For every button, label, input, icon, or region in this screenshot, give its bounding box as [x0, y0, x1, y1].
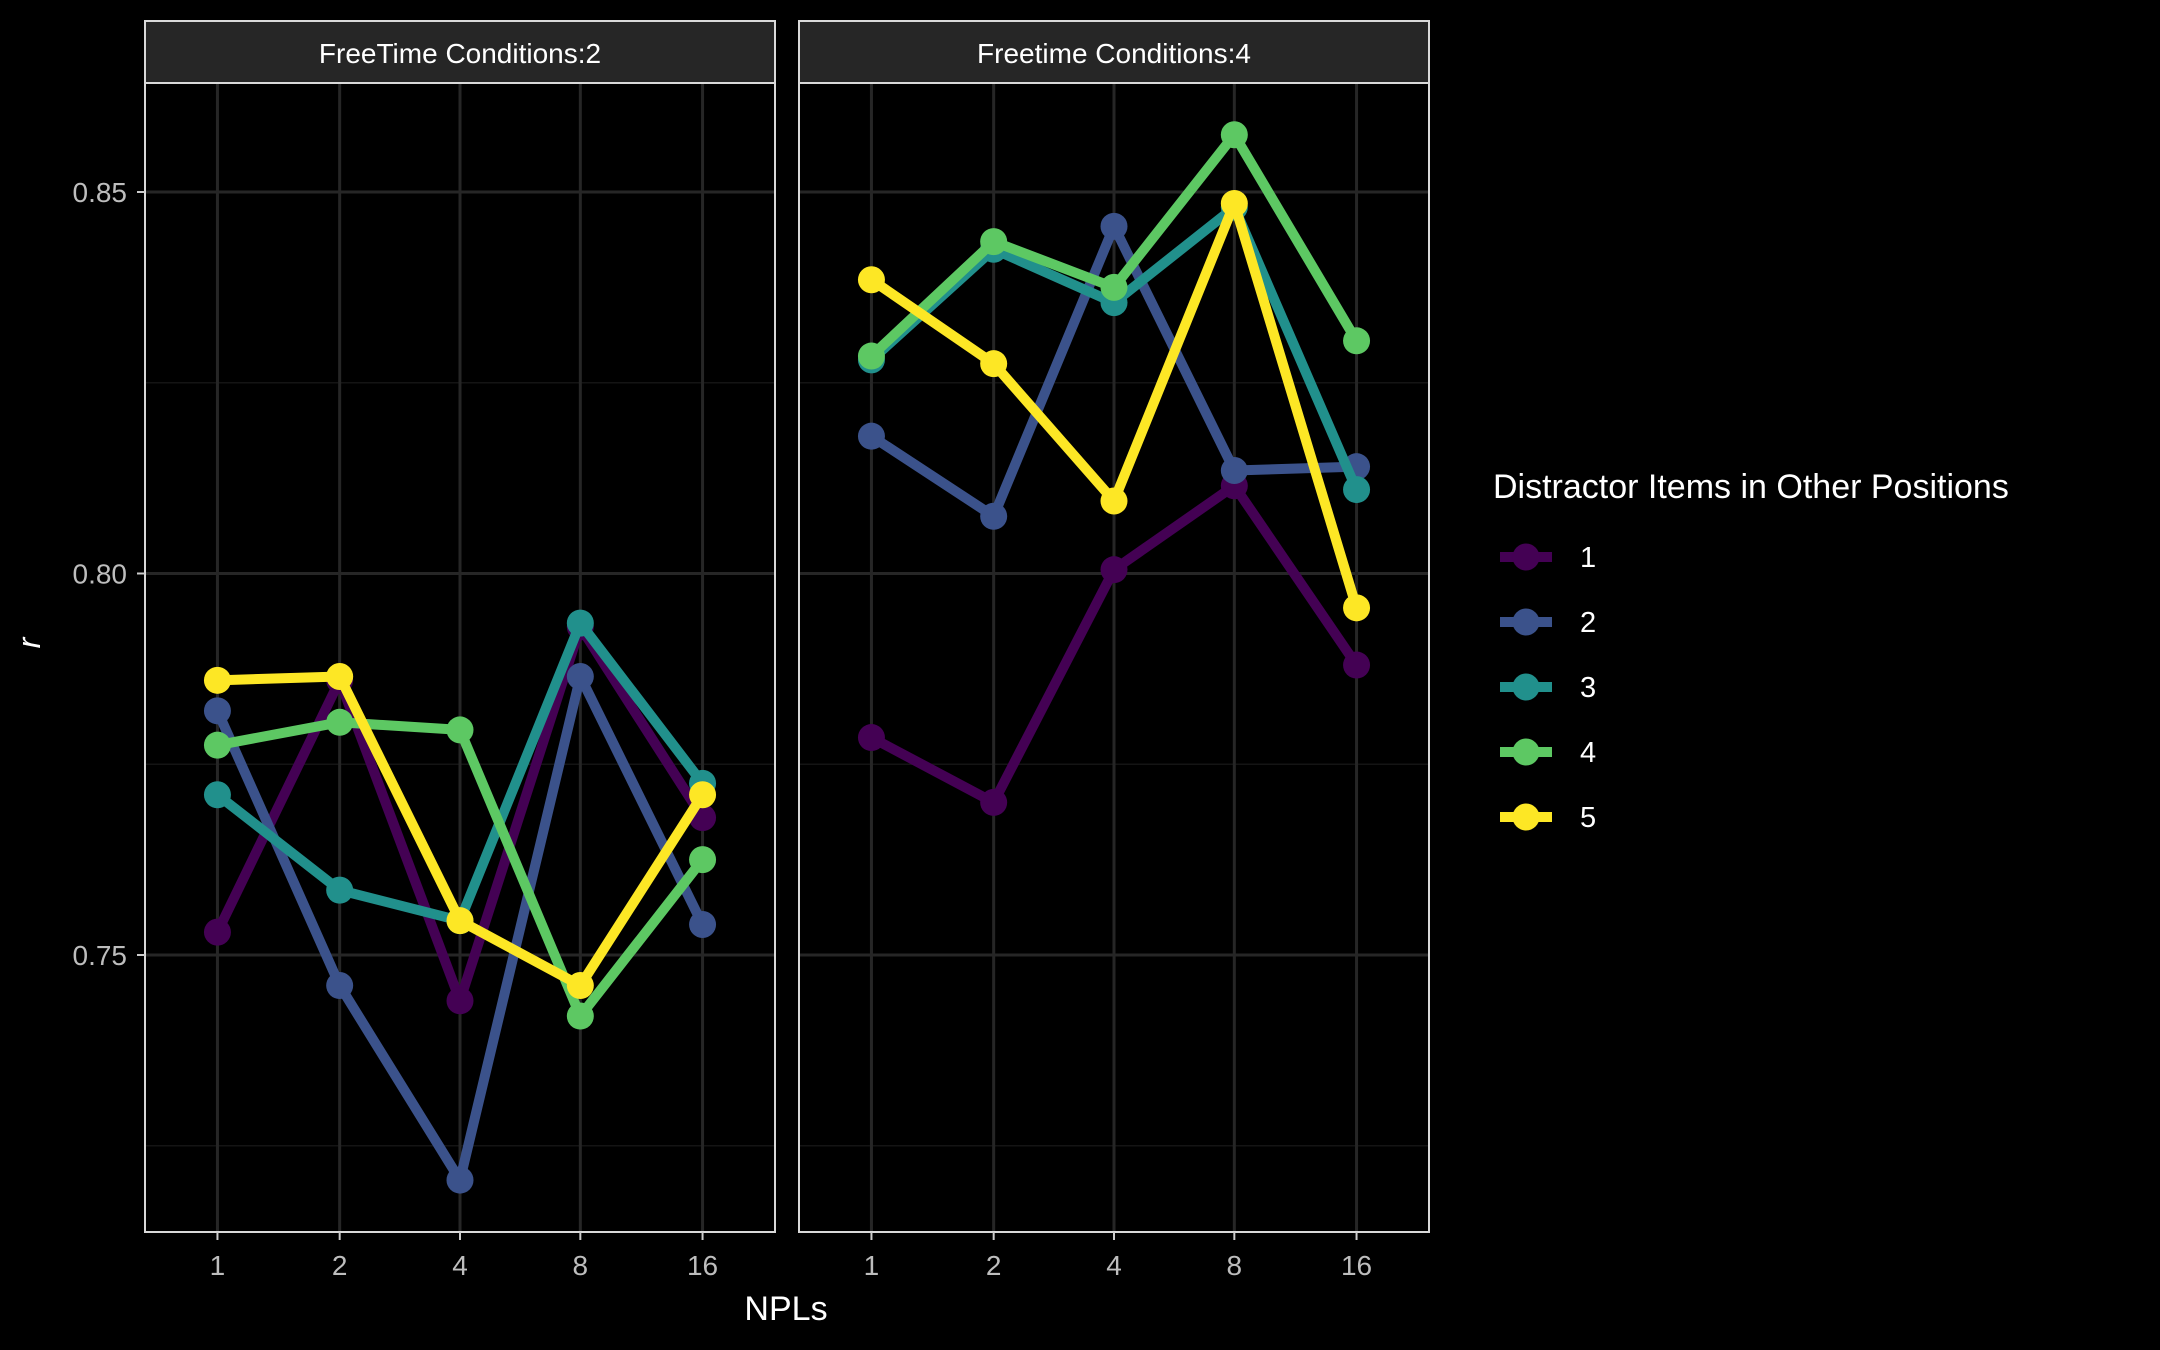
data-point [857, 266, 885, 294]
x-tick-label: 4 [1106, 1250, 1122, 1281]
data-point [566, 1002, 594, 1030]
data-point [1220, 189, 1248, 217]
data-point [203, 918, 231, 946]
data-point [446, 1166, 474, 1194]
facet-strip [144, 20, 776, 84]
data-point [1343, 476, 1371, 504]
data-point [857, 724, 885, 752]
legend-label: 4 [1580, 737, 1596, 769]
legend-label: 3 [1580, 672, 1596, 704]
data-point [326, 708, 354, 736]
data-point [326, 876, 354, 904]
x-axis-title: NPLs [744, 1290, 827, 1328]
data-point [689, 910, 717, 938]
data-point [1100, 212, 1128, 240]
data-point [566, 609, 594, 637]
data-point [1343, 594, 1371, 622]
y-axis-title: r [11, 636, 47, 648]
data-point [326, 663, 354, 691]
facet-panel: Freetime Conditions:4 1 2 4 8 16 [798, 20, 1430, 1281]
legend-key-point [1512, 543, 1540, 571]
legend-title: Distractor Items in Other Positions [1493, 468, 2009, 506]
data-point [980, 502, 1008, 530]
legend-key-point [1512, 738, 1540, 766]
legend-key-point [1512, 673, 1540, 701]
data-point [1343, 651, 1371, 679]
data-point [446, 907, 474, 935]
y-tick-label: 0.80 [73, 559, 128, 590]
data-point [446, 987, 474, 1015]
x-tick-label: 1 [864, 1250, 880, 1281]
data-point [980, 228, 1008, 256]
data-point [326, 972, 354, 1000]
x-tick-label: 8 [1227, 1250, 1243, 1281]
data-point [689, 846, 717, 874]
facet-strip [798, 20, 1430, 84]
data-point [203, 666, 231, 694]
data-point [446, 716, 474, 744]
facet-strip-label: Freetime Conditions:4 [977, 38, 1251, 69]
data-point [980, 350, 1008, 378]
x-tick-label: 16 [687, 1250, 718, 1281]
data-point [1100, 487, 1128, 515]
data-point [857, 422, 885, 450]
data-point [203, 731, 231, 759]
data-point [566, 972, 594, 1000]
x-tick-label: 2 [332, 1250, 348, 1281]
data-point [1220, 121, 1248, 149]
x-tick-label: 8 [573, 1250, 589, 1281]
x-tick-label: 1 [210, 1250, 226, 1281]
data-point [1100, 556, 1128, 584]
x-tick-label: 2 [986, 1250, 1002, 1281]
data-point [980, 788, 1008, 816]
data-point [689, 781, 717, 809]
y-axis: 0.75 0.80 0.85 [73, 177, 145, 971]
legend-label: 2 [1580, 607, 1596, 639]
legend-key-point [1512, 803, 1540, 831]
legend-label: 5 [1580, 802, 1596, 834]
y-tick-label: 0.75 [73, 940, 128, 971]
legend-label: 1 [1580, 542, 1596, 574]
x-tick-label: 16 [1341, 1250, 1372, 1281]
data-point [566, 663, 594, 691]
legend-key-point [1512, 608, 1540, 636]
data-point [1100, 273, 1128, 301]
facet-strip-label: FreeTime Conditions:2 [319, 38, 601, 69]
data-point [1343, 327, 1371, 355]
x-tick-label: 4 [452, 1250, 468, 1281]
facet-panel: FreeTime Conditions:2 1 2 4 8 16 [144, 20, 776, 1281]
data-point [857, 342, 885, 370]
y-tick-label: 0.85 [73, 177, 128, 208]
data-point [203, 697, 231, 725]
legend: Distractor Items in Other Positions 1 2 3 4… [1493, 468, 2009, 834]
data-point [203, 781, 231, 809]
data-point [1220, 456, 1248, 484]
